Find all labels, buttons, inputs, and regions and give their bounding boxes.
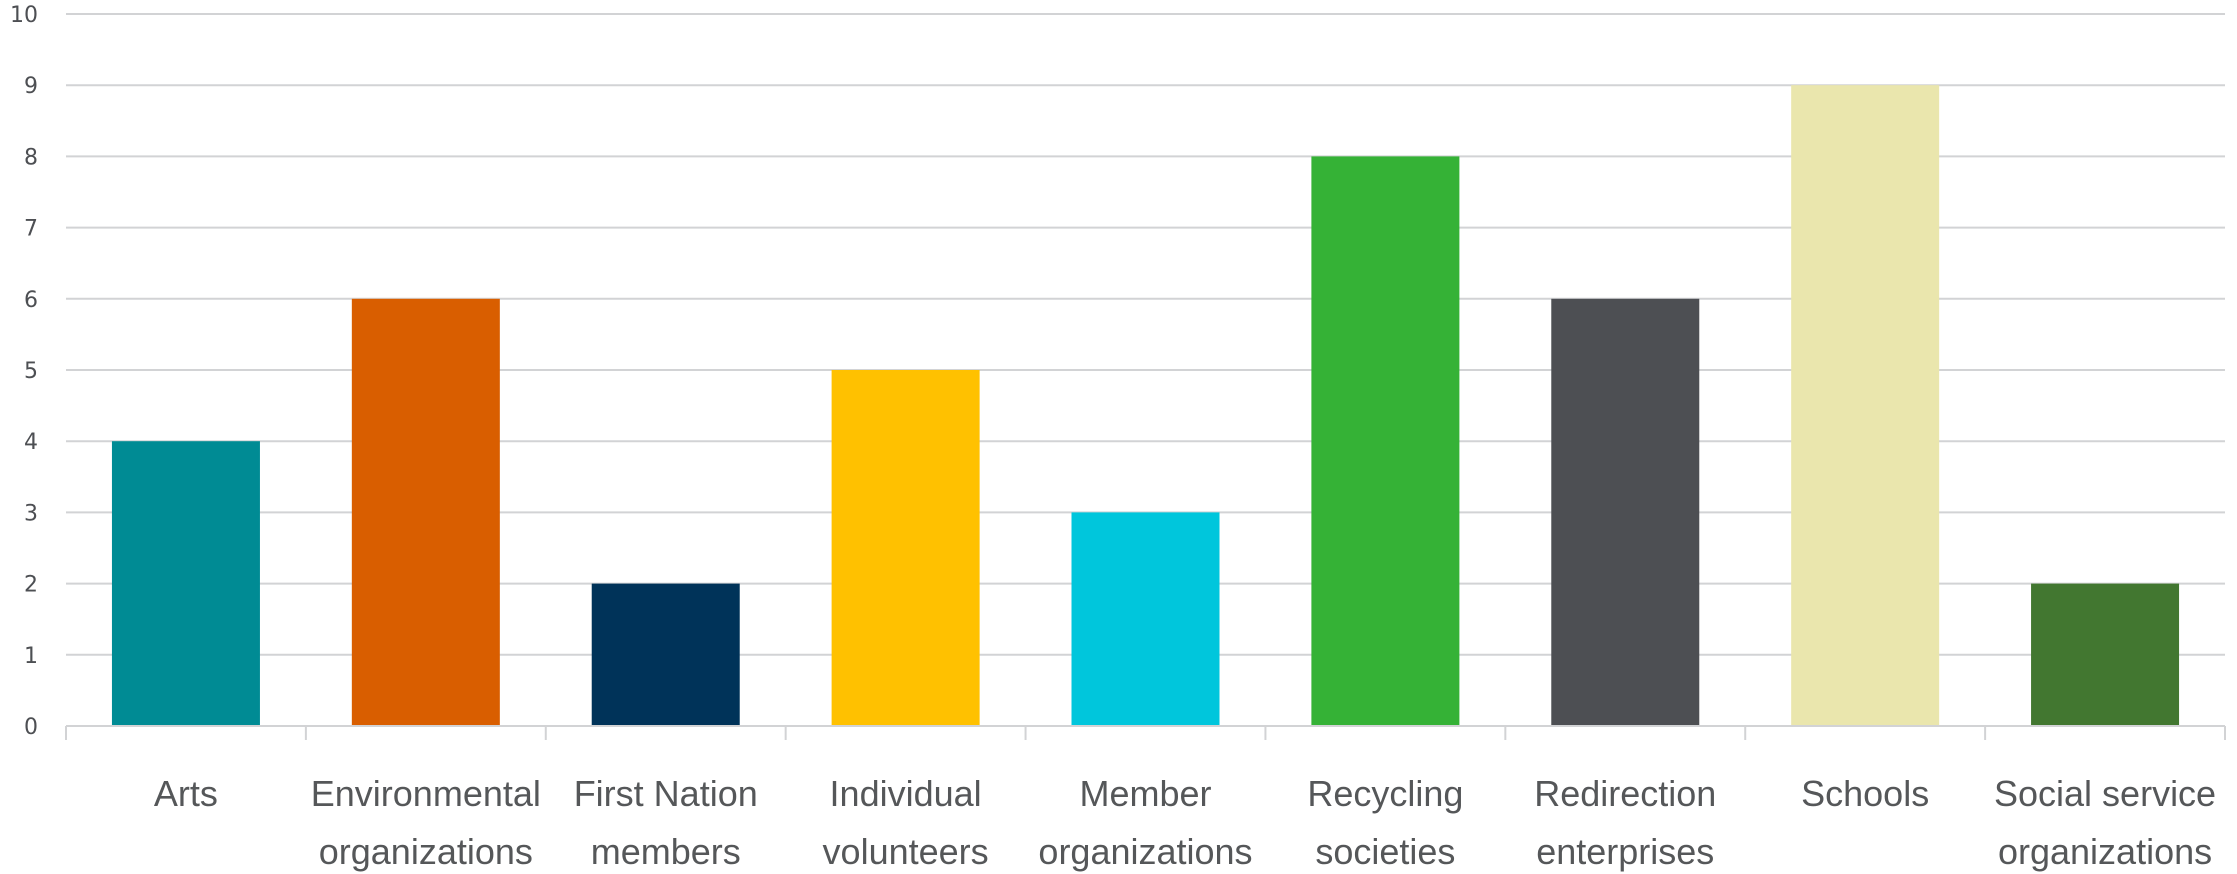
y-tick-label: 3: [24, 501, 38, 526]
y-tick-label: 7: [24, 217, 38, 242]
x-tick-label: enterprises: [1536, 831, 1714, 872]
x-tick-label: Schools: [1801, 773, 1929, 814]
y-tick-label: 1: [24, 644, 38, 669]
y-tick-label: 9: [24, 74, 38, 99]
y-tick-label: 4: [24, 430, 38, 455]
x-tick-label: First Nation: [574, 773, 758, 814]
x-tick-label: Recycling: [1307, 773, 1463, 814]
x-axis-labels: Arts Environmental organizations First Nati…: [154, 773, 2216, 872]
x-tick-label: volunteers: [823, 831, 989, 872]
y-tick-label: 10: [10, 3, 38, 28]
bar: [1071, 512, 1220, 726]
y-tick-label: 2: [24, 573, 38, 598]
x-tick-label: organizations: [1038, 831, 1252, 872]
bar: [591, 583, 740, 726]
bar: [2031, 583, 2180, 726]
bar: [1791, 85, 1940, 726]
x-tick-label: Arts: [154, 773, 218, 814]
x-tick-label: Environmental: [311, 773, 541, 814]
bars: [111, 85, 2180, 726]
x-tick-label: Individual: [830, 773, 982, 814]
x-tick-label: Redirection: [1534, 773, 1716, 814]
x-tick-label: organizations: [319, 831, 533, 872]
x-tick-label: Member: [1079, 773, 1211, 814]
x-tick-label: members: [591, 831, 741, 872]
bar: [831, 370, 980, 726]
x-tick-label: Social service: [1994, 773, 2216, 814]
x-axis: [65, 725, 2226, 740]
y-tick-label: 6: [24, 288, 38, 313]
y-tick-label: 5: [24, 359, 38, 384]
x-tick-label: organizations: [1998, 831, 2212, 872]
bar: [1551, 298, 1700, 726]
y-tick-label: 8: [24, 145, 38, 170]
y-tick-label: 0: [24, 715, 38, 740]
x-tick-label: societies: [1315, 831, 1455, 872]
bar: [111, 441, 260, 726]
y-axis: 0 1 2 3 4 5 6 7 8 9 10: [10, 3, 38, 740]
bar: [351, 298, 500, 726]
bar: [1311, 156, 1460, 726]
